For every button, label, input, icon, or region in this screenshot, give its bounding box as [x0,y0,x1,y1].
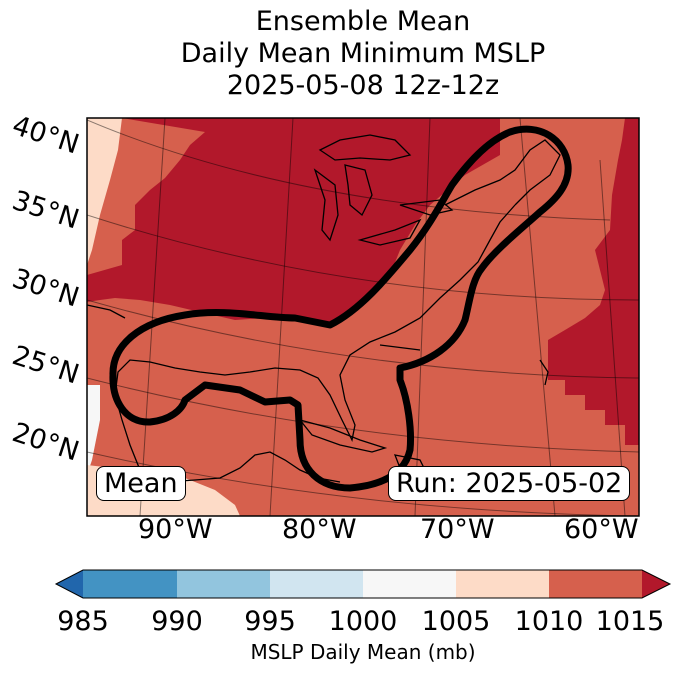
map-area [87,118,639,516]
colorbar-tick-990: 990 [151,606,203,637]
mslp-field-1000-1005-sw [87,385,100,475]
mslp-field-1005-1010-nw [87,118,122,265]
colorbar-tick-1000: 1000 [328,606,398,637]
lon-label-90w: 90°W [138,514,213,545]
colorbar-tick-1005: 1005 [421,606,491,637]
map-frame [86,117,640,517]
lon-label-80w: 80°W [282,514,357,545]
colorbar-outline [54,569,672,599]
mean-label-box: Mean [96,466,186,501]
colorbar-extend-high [642,570,670,598]
lon-label-70w: 70°W [420,514,495,545]
mslp-field-1015-plus-north [87,118,500,322]
colorbar-label: MSLP Daily Mean (mb) [250,640,476,664]
colorbar [54,569,672,599]
colorbar-segment-1005-1010 [456,570,549,598]
colorbar-tick-995: 995 [244,606,296,637]
lon-label-60w: 60°W [564,514,639,545]
mslp-field-1015-plus-east [548,118,639,445]
colorbar-segment-1000-1005 [363,570,456,598]
colorbar-tick-1010: 1010 [514,606,584,637]
colorbar-segment-995-1000 [270,570,363,598]
coastlines [87,134,561,483]
colorbar-extend-low [56,570,83,598]
title-line-1: Ensemble Mean [255,6,471,37]
title-line-2: Daily Mean Minimum MSLP [180,38,546,69]
colorbar-tick-985: 985 [57,606,109,637]
colorbar-segment-985-990 [83,570,177,598]
colorbar-segment-990-995 [177,570,270,598]
run-date-box: Run: 2025-05-02 [388,466,631,501]
colorbar-tick-1015: 1015 [595,606,665,637]
contour-1010 [109,125,572,492]
title-line-3: 2025-05-08 12z-12z [226,70,500,101]
colorbar-segment-1010-1015 [549,570,642,598]
